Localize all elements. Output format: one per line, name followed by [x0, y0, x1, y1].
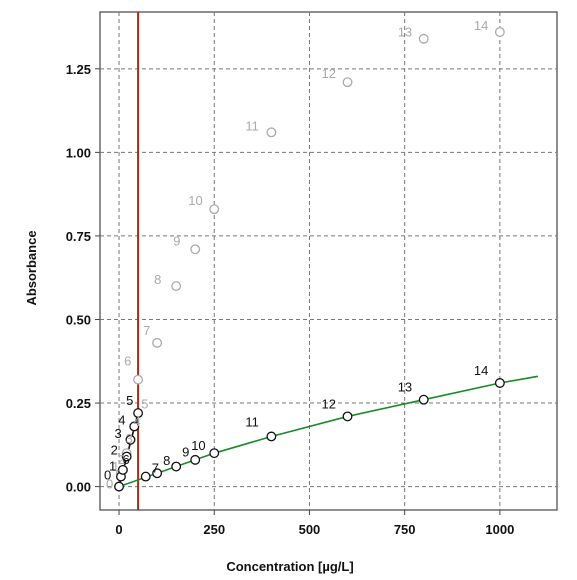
- data-point-label: 2: [111, 443, 118, 458]
- y-tick-label: 0.75: [66, 229, 91, 244]
- x-tick-label: 500: [299, 522, 321, 537]
- data-point-label: 8: [163, 453, 170, 468]
- x-tick-label: 250: [203, 522, 225, 537]
- data-point: [171, 281, 182, 292]
- x-axis-ticks: 0 250 500 750 1000: [115, 510, 514, 537]
- data-point: [114, 481, 124, 492]
- data-point-label: 5: [141, 396, 148, 411]
- data-point: [418, 394, 429, 405]
- x-tick-label: 1000: [485, 522, 514, 537]
- y-tick-label: 1.25: [66, 62, 91, 77]
- data-point: [190, 454, 201, 465]
- data-point: [266, 431, 277, 442]
- data-point: [129, 421, 140, 432]
- data-point: [133, 374, 144, 385]
- data-point: [209, 448, 220, 459]
- y-tick-label: 0.25: [66, 396, 91, 411]
- data-point-label: 0: [104, 468, 111, 483]
- data-point: [494, 378, 505, 388]
- data-point: [125, 434, 136, 445]
- data-point-label: 3: [126, 431, 133, 446]
- data-point: [121, 451, 132, 462]
- data-point: [152, 468, 163, 479]
- grid: [100, 12, 557, 510]
- data-point-label: 12: [322, 66, 336, 81]
- data-point-label: 9: [182, 445, 189, 460]
- y-axis-ticks: 0.00 0.25 0.50 0.75 1.00 1.25: [66, 62, 100, 495]
- data-point-label: 2: [118, 452, 125, 467]
- data-point-label: 1: [109, 459, 116, 474]
- data-point-label: 12: [322, 396, 336, 411]
- data-point-label: 10: [188, 193, 202, 208]
- data-point-label: 4: [133, 414, 140, 429]
- data-point-label: 7: [143, 323, 150, 338]
- data-point-label: 8: [154, 272, 161, 287]
- data-point-label: 11: [245, 118, 259, 133]
- data-point-label: 6: [122, 452, 129, 467]
- y-tick-label: 0.50: [66, 312, 91, 327]
- y-tick-label: 0.00: [66, 480, 91, 495]
- data-point: [266, 127, 277, 138]
- y-tick-label: 1.00: [66, 145, 91, 160]
- x-tick-label: 0: [115, 522, 122, 537]
- data-point-label: 3: [114, 426, 121, 441]
- data-point-label: 14: [474, 18, 488, 33]
- data-point: [190, 244, 201, 255]
- data-point-label: 0: [106, 477, 113, 492]
- data-point: [117, 464, 128, 475]
- data-point-label: 10: [191, 438, 205, 453]
- x-axis-title: Concentration [µg/L]: [226, 559, 353, 574]
- data-point-label: 1: [112, 459, 119, 474]
- data-point-label: 11: [245, 414, 259, 429]
- data-point-label: 4: [118, 412, 125, 427]
- data-point-label: 14: [474, 363, 488, 378]
- data-point: [342, 77, 353, 88]
- data-point-label: 9: [173, 233, 180, 248]
- data-point-label: 7: [152, 461, 159, 476]
- plot-area: [99, 11, 558, 511]
- data-point: [209, 204, 220, 215]
- data-point-label: 13: [398, 380, 412, 395]
- data-point: [133, 408, 144, 419]
- data-point: [494, 27, 505, 38]
- data-point: [171, 461, 182, 472]
- x-tick-label: 750: [394, 522, 416, 537]
- y-axis-title: Absorbance: [24, 230, 39, 305]
- data-point: [152, 337, 163, 348]
- data-point-label: 5: [126, 393, 133, 408]
- data-point-label: 13: [398, 25, 412, 40]
- data-point: [418, 33, 429, 44]
- data-point: [140, 471, 151, 482]
- data-point-label: 6: [124, 354, 131, 369]
- data-point: [342, 411, 353, 422]
